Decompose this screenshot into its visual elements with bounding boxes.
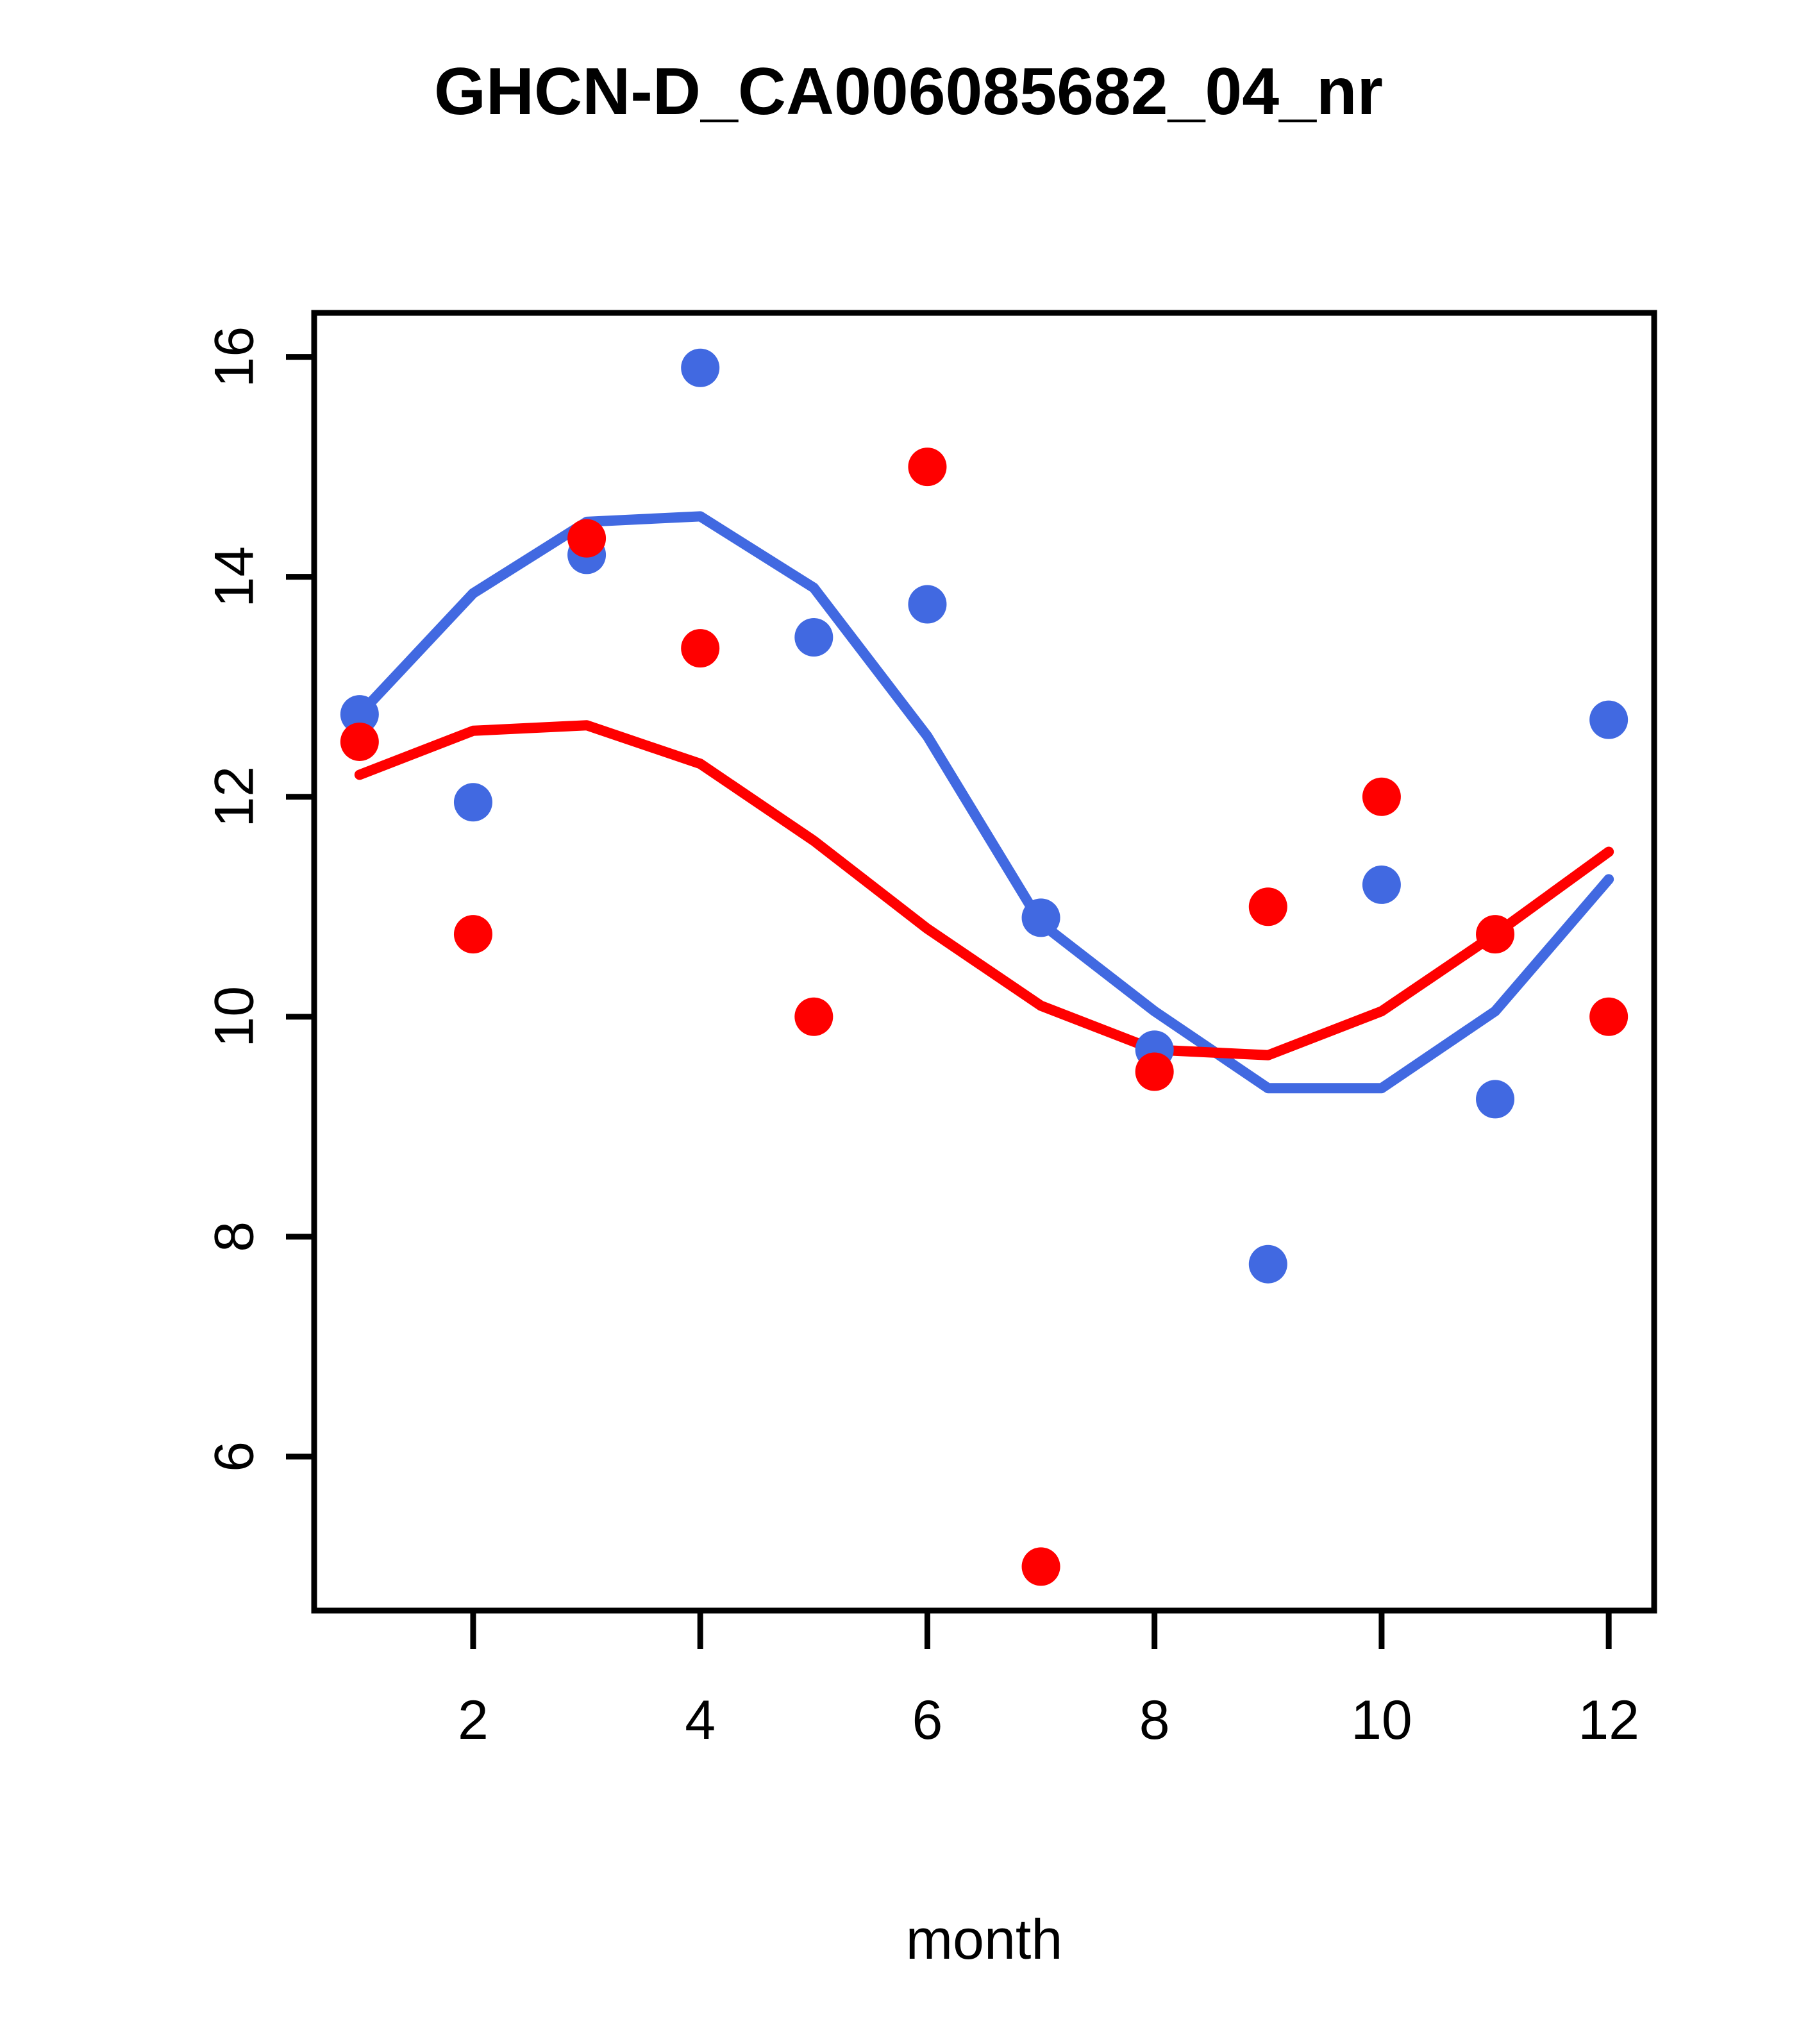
x-tick-label: 6 <box>912 1689 943 1751</box>
data-point <box>794 997 833 1036</box>
data-point <box>453 915 492 954</box>
y-tick-label: 8 <box>204 1221 265 1252</box>
y-tick-label: 12 <box>204 766 265 828</box>
data-point <box>681 348 720 387</box>
x-axis-tick-labels: 2 4 6 8 10 12 <box>458 1689 1639 1751</box>
series-lines <box>354 511 1614 1094</box>
x-tick-label: 4 <box>685 1689 716 1751</box>
data-point <box>340 695 379 734</box>
data-point <box>1476 915 1515 954</box>
page-title: GHCN-D_CA006085682_04_nr <box>434 54 1383 129</box>
x-tick-label: 12 <box>1578 1689 1639 1751</box>
data-point <box>1021 1547 1060 1586</box>
data-point <box>1362 865 1401 904</box>
y-tick-label: 16 <box>204 326 265 388</box>
data-point <box>1135 1052 1174 1091</box>
plot-frame <box>311 310 1657 1614</box>
data-point <box>1021 898 1060 937</box>
data-point <box>908 448 947 487</box>
y-tick-label: 14 <box>204 546 265 608</box>
trend-line-blue-line <box>354 511 1614 1094</box>
y-axis-tick-labels: 6 8 10 12 14 16 <box>204 326 265 1472</box>
x-axis-title: month <box>906 1907 1063 1971</box>
data-point <box>1476 1080 1515 1119</box>
x-tick-label: 2 <box>458 1689 489 1751</box>
data-point <box>794 618 833 657</box>
x-axis-ticks <box>470 1611 1612 1649</box>
data-point <box>681 629 720 668</box>
x-tick-label: 10 <box>1351 1689 1412 1751</box>
y-tick-label: 10 <box>204 986 265 1048</box>
data-point <box>1248 1244 1287 1284</box>
data-point <box>1362 777 1401 816</box>
y-axis-ticks <box>286 354 314 1460</box>
data-point <box>1589 700 1629 739</box>
x-tick-label: 8 <box>1139 1689 1170 1751</box>
data-point <box>567 519 607 558</box>
data-point <box>453 783 492 822</box>
data-point <box>908 585 947 624</box>
series-points <box>340 348 1629 1586</box>
data-point <box>1589 997 1629 1036</box>
data-point <box>1248 887 1287 926</box>
data-point <box>340 722 379 761</box>
y-tick-label: 6 <box>204 1441 265 1472</box>
trend-line-red-line <box>354 720 1614 1060</box>
